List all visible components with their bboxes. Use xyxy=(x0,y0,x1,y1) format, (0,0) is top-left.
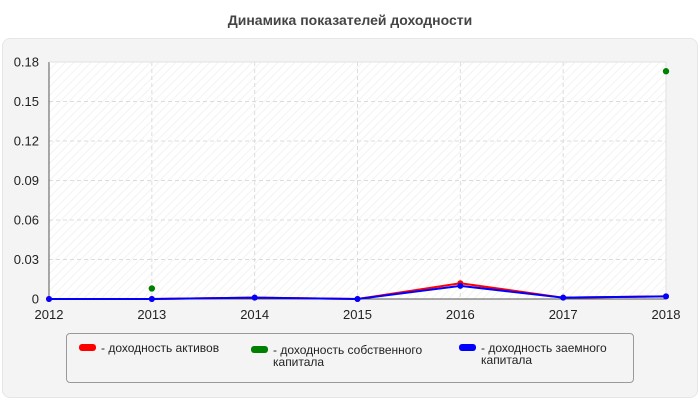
series-marker xyxy=(148,285,156,292)
y-tick-label: 0.18 xyxy=(14,55,39,70)
y-tick-label: 0 xyxy=(32,292,39,307)
x-tick-label: 2017 xyxy=(549,307,578,322)
legend-label-equity: - доходность собственного капитала xyxy=(273,343,423,369)
series-point xyxy=(251,294,258,301)
series-point xyxy=(663,293,669,300)
x-tick-label: 2018 xyxy=(652,307,681,322)
legend-swatch-debt xyxy=(459,344,476,351)
x-tick-label: 2015 xyxy=(343,307,372,322)
series-layer xyxy=(46,68,670,302)
x-tick-label: 2012 xyxy=(35,307,64,322)
y-tick-label: 0.15 xyxy=(14,94,39,109)
legend-swatch-assets xyxy=(79,344,96,351)
y-tick-label: 0.12 xyxy=(14,134,39,149)
series-marker xyxy=(662,68,670,75)
y-tick-label: 0.09 xyxy=(14,173,39,188)
y-tick-label: 0.06 xyxy=(14,213,39,228)
y-tick-label: 0.03 xyxy=(14,252,39,267)
legend-label-assets: - доходность активов xyxy=(101,341,220,355)
series-point xyxy=(560,294,567,301)
series-point xyxy=(457,282,464,289)
legend-swatch-equity xyxy=(251,346,268,353)
x-tick-label: 2013 xyxy=(137,307,166,322)
series-point xyxy=(148,296,155,302)
series-point xyxy=(46,296,52,302)
legend-item-equity: - доходность собственного капитала xyxy=(251,344,433,368)
legend-item-debt: - доходность заемного капитала xyxy=(459,342,633,366)
legend-label-debt: - доходность заемного капитала xyxy=(481,341,607,367)
x-tick-label: 2014 xyxy=(240,307,269,322)
chart-title: Динамика показателей доходности xyxy=(227,12,473,28)
x-tick-label: 2016 xyxy=(446,307,475,322)
grid xyxy=(49,62,666,299)
tick-labels: 0 0.03 0.06 0.09 0.12 0.15 0.18 2012 2013 2014 201… xyxy=(14,55,681,323)
legend: - доходность активов - доходность собств… xyxy=(66,333,634,383)
series-point xyxy=(354,296,361,302)
legend-item-assets: - доходность активов xyxy=(79,342,219,354)
